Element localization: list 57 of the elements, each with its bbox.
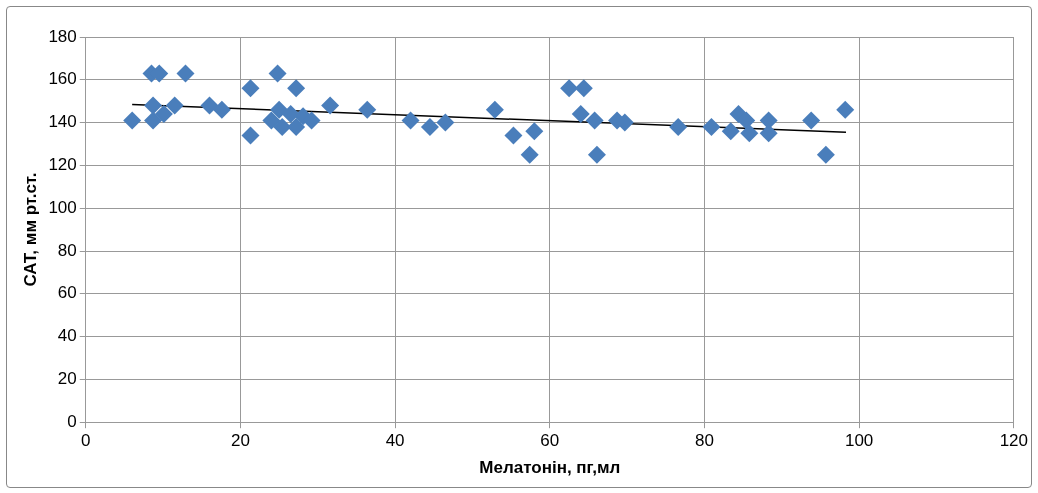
point xyxy=(200,96,219,115)
point xyxy=(165,96,184,115)
point xyxy=(154,105,173,124)
x-tick-label: 100 xyxy=(844,431,874,451)
point xyxy=(281,105,300,124)
point xyxy=(485,100,504,119)
point xyxy=(321,96,340,115)
point xyxy=(525,122,544,141)
y-tick-label: 100 xyxy=(48,197,77,217)
x-tick-label: 20 xyxy=(230,431,250,451)
point xyxy=(587,145,606,164)
x-tick-label: 40 xyxy=(385,431,405,451)
point xyxy=(268,64,287,83)
point xyxy=(669,117,688,136)
x-axis-title: Мелатонін, пг,мл xyxy=(479,458,621,478)
point xyxy=(241,126,260,145)
y-tick-label: 60 xyxy=(57,283,77,303)
y-tick-label: 20 xyxy=(57,369,77,389)
x-tick-label: 120 xyxy=(999,431,1029,451)
x-tick-label: 60 xyxy=(540,431,560,451)
point xyxy=(287,79,306,98)
point xyxy=(740,124,759,143)
y-axis-title: САТ, мм рт.ст. xyxy=(20,172,40,287)
point xyxy=(144,96,163,115)
point xyxy=(212,100,231,119)
point xyxy=(358,100,377,119)
point xyxy=(504,126,523,145)
point xyxy=(721,122,740,141)
point xyxy=(123,111,142,130)
point xyxy=(144,111,163,130)
point xyxy=(436,113,455,132)
y-tick-label: 0 xyxy=(67,411,77,431)
point xyxy=(270,100,289,119)
point xyxy=(420,117,439,136)
point xyxy=(574,79,593,98)
point xyxy=(176,64,195,83)
point xyxy=(585,111,604,130)
y-tick-label: 160 xyxy=(48,69,77,89)
x-tick-label: 80 xyxy=(695,431,714,451)
point xyxy=(836,100,855,119)
y-tick-label: 80 xyxy=(57,240,77,260)
point xyxy=(571,105,590,124)
y-tick-label: 180 xyxy=(48,26,77,46)
point xyxy=(560,79,579,98)
y-tick-label: 40 xyxy=(57,326,77,346)
x-tick-label: 0 xyxy=(81,431,91,451)
point xyxy=(241,79,260,98)
point xyxy=(262,111,281,130)
point xyxy=(702,117,721,136)
point xyxy=(287,117,306,136)
point xyxy=(816,145,835,164)
point xyxy=(401,111,420,130)
y-tick-label: 140 xyxy=(48,112,77,132)
point xyxy=(737,111,756,130)
point xyxy=(520,145,539,164)
y-tick-label: 120 xyxy=(48,155,77,175)
point xyxy=(802,111,821,130)
